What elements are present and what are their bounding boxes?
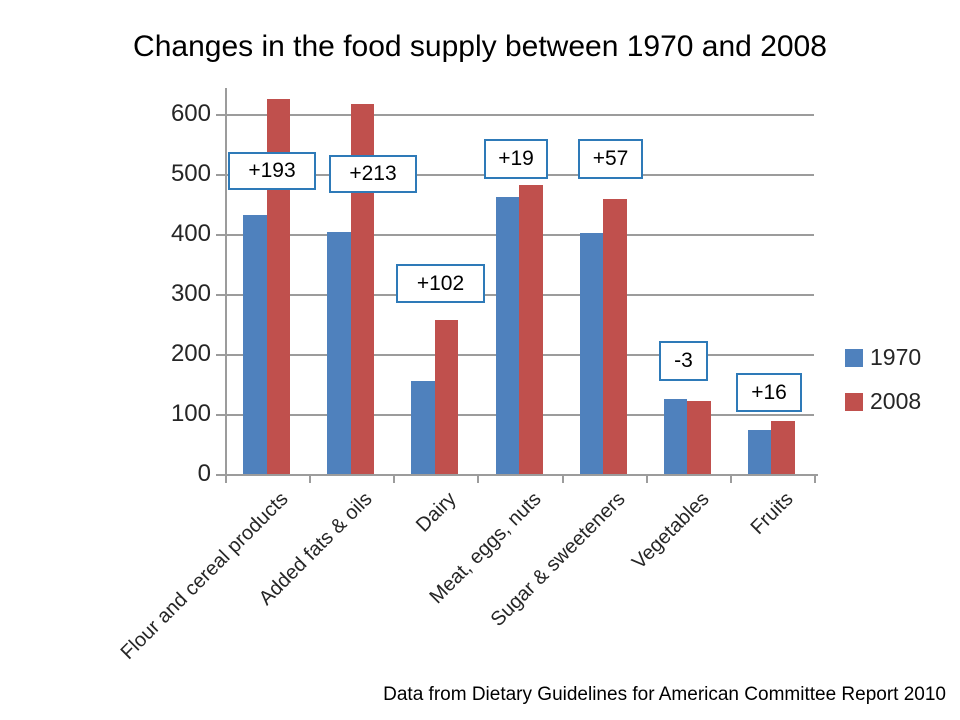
- bar-2008-meat-eggs-nuts: [519, 185, 543, 474]
- x-tick-1: [309, 476, 312, 483]
- legend-item-1970: 1970: [845, 344, 921, 371]
- x-tick-5: [645, 476, 648, 483]
- bar-1970-vegetables: [663, 399, 688, 474]
- y-axis-label-600: 600: [170, 100, 211, 127]
- y-axis-label-400: 400: [170, 220, 211, 247]
- legend-swatch-1970: [845, 348, 863, 367]
- gridline-600: [225, 114, 814, 116]
- y-axis-label-0: 0: [197, 460, 211, 487]
- bar-2008-added-fats-oils: [350, 104, 375, 474]
- x-tick-3: [477, 476, 480, 483]
- x-tick-7: [814, 476, 816, 483]
- annotation-minus-3: -3: [659, 341, 708, 381]
- y-axis-label-300: 300: [170, 280, 211, 307]
- legend-item-2008: 2008: [845, 388, 921, 415]
- annotation-plusminus-102: +102: [396, 264, 485, 303]
- legend-label-2008: 2008: [870, 388, 922, 414]
- source-note: Data from Dietary Guidelines for America…: [383, 684, 946, 705]
- y-tick-300: [216, 294, 225, 296]
- y-axis-label-500: 500: [170, 160, 211, 187]
- y-tick-200: [216, 354, 225, 356]
- annotation-plusminus-193: +193: [228, 152, 316, 190]
- legend-label-1970: 1970: [870, 344, 922, 370]
- y-axis-label-100: 100: [170, 400, 211, 427]
- x-tick-6: [729, 476, 732, 483]
- legend: 1970 2008: [845, 344, 921, 432]
- annotation-plusminus-19: +19: [484, 139, 548, 179]
- bar-2008-flour-and-cereal-products: [266, 99, 291, 474]
- bar-1970-added-fats-oils: [327, 232, 351, 474]
- x-tick-2: [393, 476, 396, 483]
- y-tick-600: [216, 114, 225, 116]
- bar-1970-dairy: [411, 381, 435, 474]
- bar-1970-sugar-sweeteners: [579, 232, 604, 474]
- y-tick-400: [216, 234, 225, 236]
- annotation-plusminus-16: +16: [736, 373, 802, 412]
- y-tick-100: [216, 414, 225, 416]
- bar-1970-fruits: [747, 430, 772, 474]
- bar-2008-sugar-sweeteners: [603, 198, 627, 474]
- bar-1970-meat-eggs-nuts: [495, 196, 519, 474]
- legend-swatch-2008: [845, 392, 863, 411]
- y-tick-500: [216, 174, 225, 176]
- y-axis-line: [225, 88, 227, 476]
- x-tick-4: [561, 476, 564, 483]
- bar-2008-fruits: [771, 420, 795, 474]
- annotation-plusminus-213: +213: [329, 155, 417, 193]
- bar-2008-dairy: [434, 319, 459, 474]
- annotation-plusminus-57: +57: [578, 139, 643, 179]
- x-tick-0: [225, 476, 227, 483]
- bar-1970-flour-and-cereal-products: [243, 214, 267, 474]
- bar-2008-vegetables: [687, 400, 711, 474]
- chart-title: Changes in the food supply between 1970 …: [133, 30, 827, 63]
- x-axis-line: [218, 474, 818, 476]
- y-axis-label-200: 200: [170, 340, 211, 367]
